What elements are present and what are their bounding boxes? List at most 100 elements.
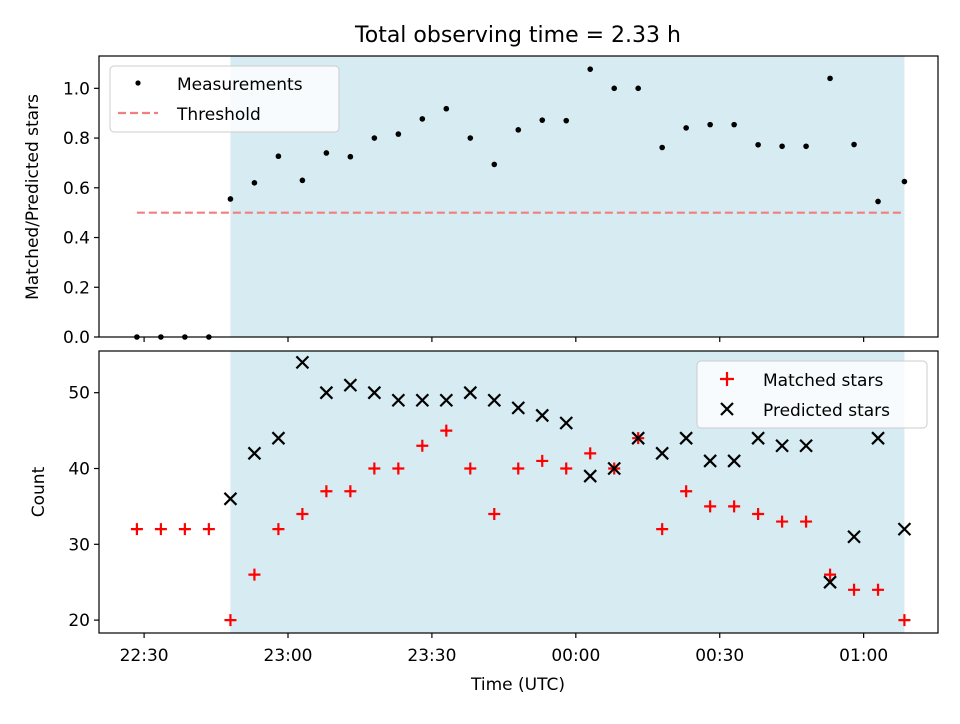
- predicted-stars-point: [535, 408, 550, 423]
- predicted-stars-point: [367, 385, 382, 400]
- predicted-stars-point: [487, 393, 502, 408]
- measurements-point: [299, 177, 306, 184]
- measurements-point: [395, 131, 402, 137]
- bottom-y-tick-label: 20: [68, 611, 90, 631]
- measurements-point: [683, 125, 689, 131]
- matched-stars-point: [178, 523, 191, 536]
- measurements-point: [803, 143, 809, 150]
- measurements-point: [467, 135, 474, 141]
- predicted-stars-legend-marker: [720, 402, 734, 416]
- top-legend: Measurements Threshold: [109, 65, 340, 133]
- measurements-point: [539, 117, 546, 123]
- top-y-axis-label: Matched/Predicted stars: [23, 94, 43, 300]
- top-panel: 0.0 0.2 0.4 0.6 0.8 1.0: [63, 55, 939, 348]
- x-tick-label: 23:00: [264, 646, 313, 666]
- matched-stars-point: [728, 500, 741, 513]
- predicted-stars-point: [727, 454, 741, 468]
- predicted-stars-point: [703, 454, 717, 468]
- matched-stars-point: [320, 485, 333, 498]
- predicted-stars-point: [247, 446, 262, 461]
- measurements-point: [851, 141, 857, 148]
- measurements-point: [611, 85, 618, 92]
- top-observing-span: [230, 56, 905, 337]
- matched-stars-point: [296, 507, 309, 520]
- matched-stars-point: [416, 439, 429, 452]
- predicted-stars-point: [271, 431, 286, 445]
- measurements-point: [227, 196, 234, 202]
- top-y-tick-label: 0.8: [63, 129, 90, 149]
- matched-stars-point: [898, 614, 911, 627]
- predicted-stars-point: [751, 431, 765, 445]
- matched-stars-point: [536, 454, 549, 467]
- matched-stars-point: [464, 462, 477, 475]
- matched-stars-point: [368, 462, 381, 475]
- measurements-point: [731, 121, 737, 128]
- x-tick-label: 00:30: [695, 646, 744, 666]
- predicted-stars-point: [439, 393, 454, 408]
- predicted-stars-point: [391, 393, 406, 408]
- predicted-stars-legend-label: Predicted stars: [763, 401, 890, 421]
- measurements-legend-label: Measurements: [177, 75, 303, 95]
- matched-stars-point: [248, 568, 261, 581]
- predicted-stars-point: [583, 469, 597, 483]
- matched-stars-legend-label: Matched stars: [763, 371, 883, 391]
- predicted-stars-point: [871, 431, 885, 445]
- measurements-point: [275, 153, 282, 160]
- predicted-stars-point: [679, 431, 693, 445]
- measurements-point: [875, 198, 881, 205]
- matched-stars-point: [130, 523, 143, 536]
- measurements-legend-marker: [135, 80, 141, 86]
- predicted-stars-point: [631, 431, 645, 445]
- matched-stars-point: [584, 447, 597, 460]
- predicted-stars-point: [319, 385, 334, 400]
- top-y-tick-label: 0.0: [63, 328, 90, 348]
- predicted-stars-point: [775, 438, 789, 453]
- predicted-stars-point: [847, 529, 861, 544]
- x-tick-label: 23:30: [407, 646, 456, 666]
- matched-stars-point: [392, 462, 405, 475]
- x-tick-label: 22:30: [120, 646, 169, 666]
- measurements-point: [755, 141, 761, 148]
- measurements-point: [779, 143, 785, 150]
- predicted-stars-point: [343, 378, 358, 392]
- predicted-stars-point: [607, 461, 621, 476]
- predicted-stars-point: [511, 401, 526, 415]
- matched-stars-point: [656, 523, 669, 536]
- top-axes-frame: [98, 55, 939, 338]
- measurements-point: [563, 117, 570, 124]
- matched-stars-point: [872, 583, 885, 596]
- matched-stars-point: [440, 424, 453, 437]
- predicted-stars-point: [897, 522, 912, 536]
- measurements-point: [587, 66, 594, 72]
- predicted-stars-point: [415, 393, 430, 408]
- measurements-point: [635, 85, 641, 92]
- matched-stars-point: [344, 485, 357, 498]
- top-y-tick-label: 0.6: [63, 179, 90, 199]
- top-y-tick-label: 1.0: [63, 79, 90, 99]
- bottom-legend: Matched stars Predicted stars: [696, 360, 928, 429]
- matched-stars-legend-marker: [720, 372, 734, 386]
- matched-stars-point: [680, 485, 693, 498]
- measurements-point: [371, 135, 378, 141]
- measurements-point: [515, 127, 522, 133]
- measurements-point: [347, 153, 354, 160]
- top-y-tick-label: 0.2: [63, 278, 90, 298]
- top-y-tick-label: 0.4: [63, 229, 90, 249]
- matched-stars-point: [154, 523, 167, 536]
- matched-stars-point: [202, 523, 215, 536]
- matched-stars-point: [272, 523, 285, 536]
- matched-stars-point: [800, 515, 813, 528]
- measurements-point: [443, 105, 450, 112]
- measurements-point: [419, 116, 426, 122]
- threshold-legend-label: Threshold: [176, 105, 261, 125]
- measurements-point: [827, 75, 833, 82]
- matched-stars-point: [512, 462, 525, 475]
- bottom-y-tick-label: 30: [68, 535, 90, 555]
- matched-stars-point: [752, 507, 765, 520]
- measurements-point: [323, 150, 330, 156]
- matched-stars-point: [824, 568, 837, 581]
- measurements-point: [707, 121, 713, 128]
- matched-stars-point: [488, 507, 501, 520]
- x-axis-label: Time (UTC): [470, 675, 565, 695]
- measurements-point: [901, 178, 908, 185]
